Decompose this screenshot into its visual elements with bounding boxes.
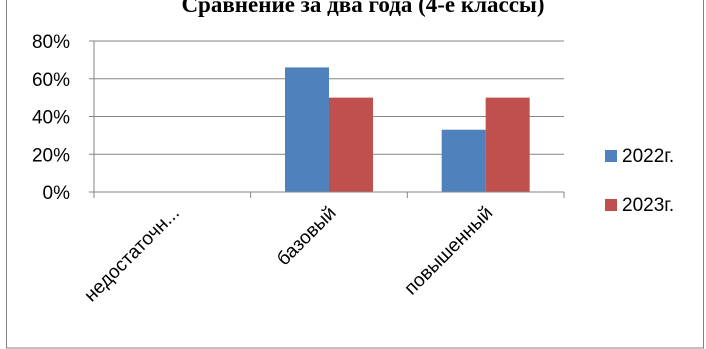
legend-swatch xyxy=(605,150,617,162)
legend: 2022г. 2023г. xyxy=(605,146,674,216)
x-category-label: повышенный xyxy=(401,203,498,300)
legend-label: 2022г. xyxy=(622,146,674,167)
y-tick-label: 20% xyxy=(32,145,70,166)
y-tick-label: 0% xyxy=(43,183,71,204)
chart-title: Сравнение за два года (4-е классы) xyxy=(181,0,544,17)
bar xyxy=(329,97,373,192)
bar xyxy=(485,97,530,192)
chart-border xyxy=(6,0,704,349)
legend-label: 2023г. xyxy=(622,195,674,216)
category-labels: недостаточн... базовый повышенный xyxy=(80,203,497,306)
y-tick-label: 40% xyxy=(32,108,70,129)
legend-swatch xyxy=(605,199,617,211)
x-axis xyxy=(93,41,565,198)
bars xyxy=(285,67,530,192)
y-tick-label: 80% xyxy=(32,32,70,53)
y-axis-ticks: 0% 20% 40% 60% 80% xyxy=(32,32,94,204)
bar xyxy=(441,129,486,192)
y-tick-label: 60% xyxy=(32,70,70,91)
bar xyxy=(285,67,329,192)
x-category-label: недостаточн... xyxy=(80,203,183,306)
x-category-label: базовый xyxy=(273,203,340,270)
